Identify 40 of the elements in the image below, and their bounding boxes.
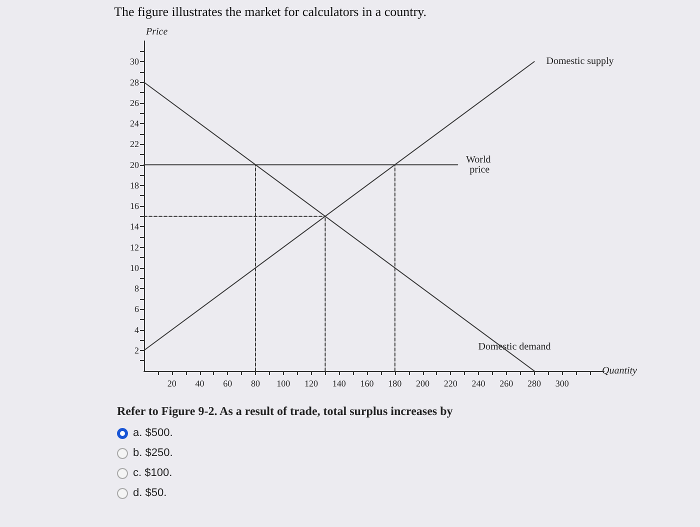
y-tick-label: 10 [130, 262, 140, 273]
x-tick-label: 100 [276, 378, 291, 388]
x-tick-label: 240 [472, 378, 486, 388]
y-tick-label: 6 [134, 304, 140, 314]
y-tick-label: 26 [130, 98, 140, 108]
y-axis-title: Price [145, 26, 168, 38]
x-tick-label: 60 [223, 378, 233, 388]
x-tick-label: 20 [167, 378, 177, 388]
y-tick-label: 28 [130, 77, 140, 88]
x-tick-label: 140 [332, 378, 346, 388]
y-tick-label: 16 [130, 201, 140, 211]
y-tick-label: 20 [130, 160, 140, 170]
text: c. $100. [133, 467, 172, 479]
y-tick-label: 30 [130, 56, 140, 67]
series-label: World price [466, 154, 494, 176]
y-tick-label: 24 [130, 118, 140, 128]
text: d. $50. [133, 487, 167, 499]
text: Refer to Figure 9-2. As a result of trade, total surplus increases by [117, 404, 453, 419]
y-tick-label: 12 [130, 242, 139, 252]
y-tick-label: 2 [134, 345, 139, 356]
x-tick-label: 40 [195, 378, 205, 388]
x-tick-label: 80 [251, 378, 261, 388]
y-tick-label: 4 [134, 324, 140, 335]
x-tick-label: 220 [444, 378, 458, 388]
text: b. $250. [133, 447, 173, 459]
y-tick-label: 18 [130, 180, 140, 190]
x-axis-title: Quantity [602, 366, 638, 376]
x-tick-label: 160 [360, 378, 374, 388]
x-tick-label: 200 [416, 378, 430, 388]
x-tick-label: 180 [388, 378, 402, 388]
series-label: Domestic supply [546, 56, 614, 68]
x-tick-label: 300 [555, 378, 570, 388]
text: a. $500. [133, 427, 173, 439]
y-tick-label: 8 [134, 284, 140, 294]
x-tick-label: 260 [500, 378, 514, 388]
y-tick-label: 14 [130, 222, 140, 232]
y-tick-label: 22 [130, 139, 139, 150]
chart-title: The figure illustrates the market for calculators in a country. [114, 4, 426, 20]
x-tick-label: 280 [528, 378, 542, 388]
x-tick-label: 120 [304, 378, 319, 388]
